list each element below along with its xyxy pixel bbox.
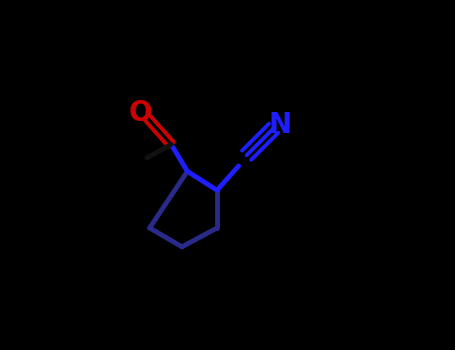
Text: O: O <box>128 99 152 127</box>
Text: N: N <box>269 111 292 139</box>
